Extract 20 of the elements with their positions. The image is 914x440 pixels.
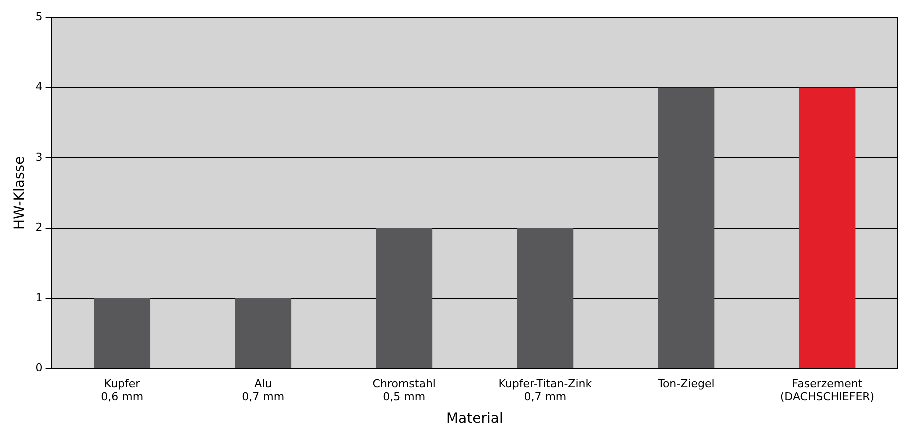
x-tick-label: Alu 0,7 mm — [242, 377, 285, 404]
y-axis-title: HW-Klasse — [12, 156, 28, 230]
x-tick-label: Faserzement (DACHSCHIEFER) — [780, 377, 875, 404]
x-tick-label: Kupfer 0,6 mm — [101, 377, 144, 404]
y-tick-label: 5 — [36, 10, 43, 24]
x-tick-label: Kupfer-Titan-Zink 0,7 mm — [498, 377, 593, 404]
x-tick-label: Chromstahl 0,5 mm — [372, 377, 436, 404]
bar — [658, 88, 715, 368]
y-tick-label: 0 — [36, 362, 43, 375]
y-tick-label: 3 — [36, 150, 43, 164]
bar — [235, 298, 292, 368]
bar — [799, 88, 856, 368]
bar — [376, 228, 433, 368]
bar — [517, 228, 574, 368]
y-tick-label: 1 — [36, 291, 43, 304]
x-tick-label: Ton-Ziegel — [657, 377, 715, 390]
bar — [94, 298, 151, 368]
y-tick-label: 2 — [36, 221, 43, 234]
x-axis-title: Material — [446, 411, 504, 428]
y-tick-label: 4 — [36, 80, 43, 94]
